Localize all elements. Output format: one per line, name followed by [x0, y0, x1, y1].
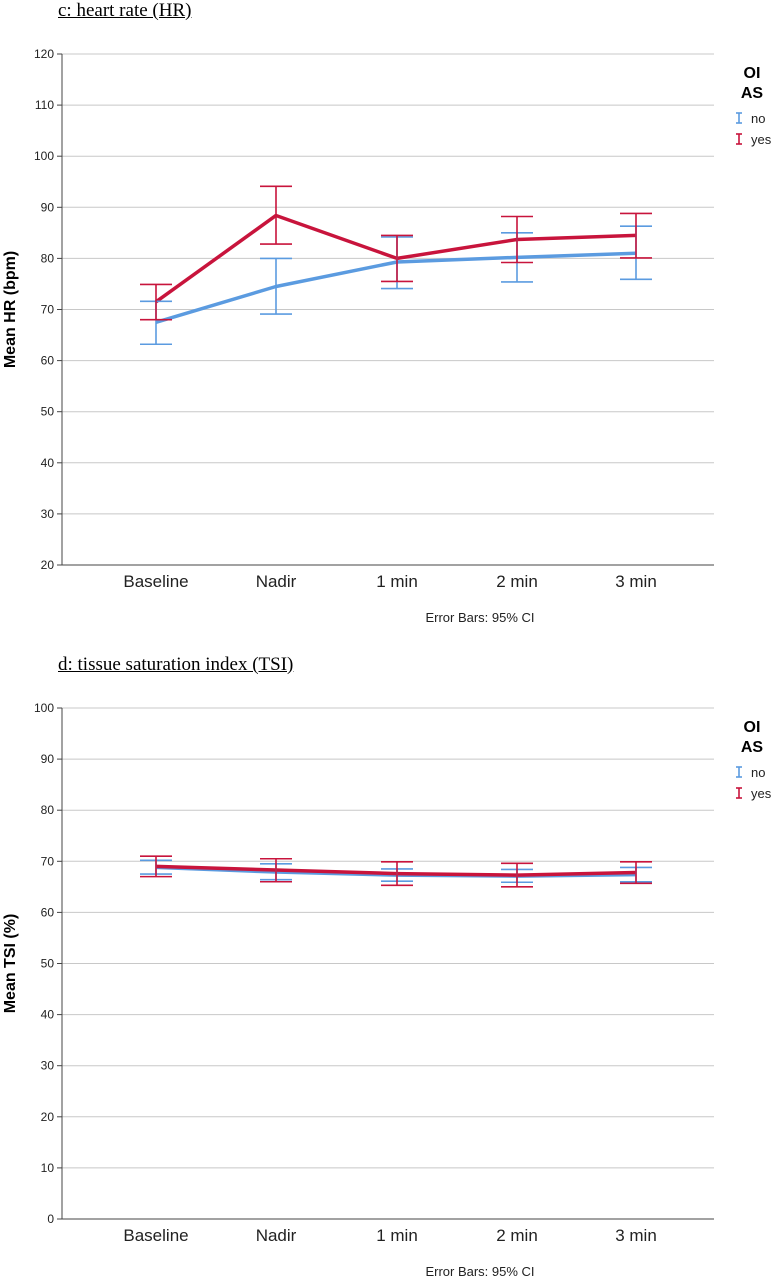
error-bar-yes: [501, 215, 533, 264]
y-axis-label: Mean HR (bpm): [2, 251, 19, 368]
error-bar-yes: [620, 861, 652, 885]
x-category-label: Baseline: [123, 572, 188, 591]
y-tick-label: 20: [41, 558, 55, 572]
error-bar-yes: [381, 861, 413, 887]
x-category-label: 1 min: [376, 1226, 418, 1245]
y-tick-label: 70: [41, 854, 55, 868]
x-category-label: 2 min: [496, 1226, 538, 1245]
chart-d-title: d: tissue saturation index (TSI): [58, 654, 294, 675]
y-tick-label: 30: [41, 507, 55, 521]
x-category-label: Nadir: [256, 572, 297, 591]
y-tick-label: 100: [34, 149, 54, 163]
tsi-chart: 0 10 20 30 40 50 60 70 80 90 100 Baseline Nadir 1 min…: [2, 701, 772, 1279]
error-bar-yes: [140, 855, 172, 878]
y-tick-label: 50: [41, 957, 55, 971]
legend-label-yes: yes: [751, 786, 772, 801]
x-category-label: Nadir: [256, 1226, 297, 1245]
y-tick-label: 0: [47, 1212, 54, 1226]
y-tick-label: 40: [41, 456, 55, 470]
y-tick-label: 80: [41, 803, 55, 817]
y-tick-label: 110: [35, 98, 54, 112]
y-tick-label: 30: [41, 1059, 55, 1073]
y-tick-label: 80: [41, 251, 55, 265]
error-bars-note: Error Bars: 95% CI: [425, 610, 534, 625]
y-tick-label: 100: [34, 701, 54, 715]
chart-c-title: c: heart rate (HR): [58, 0, 192, 21]
x-category-label: 1 min: [376, 572, 418, 591]
x-category-label: 3 min: [615, 1226, 657, 1245]
legend-title-line: OI: [744, 719, 761, 736]
legend-title-line: OI: [744, 65, 761, 82]
legend-title-line: AS: [741, 85, 764, 102]
x-category-label: 3 min: [615, 572, 657, 591]
x-category-label: 2 min: [496, 572, 538, 591]
y-tick-label: 50: [41, 405, 55, 419]
error-bar-yes: [381, 234, 413, 283]
x-category-label: Baseline: [123, 1226, 188, 1245]
y-tick-label: 40: [41, 1008, 55, 1022]
y-tick-label: 20: [41, 1110, 55, 1124]
error-bar-yes: [140, 283, 172, 321]
y-tick-label: 90: [41, 200, 55, 214]
error-bar-yes: [260, 185, 292, 245]
error-bar-no: [260, 257, 292, 315]
legend-label-no: no: [751, 111, 765, 126]
legend-label-no: no: [751, 765, 765, 780]
hr-chart: 20 30 40 50 60 70 80 90 100 110 120 Baseline Nadir 1 …: [2, 47, 772, 625]
y-tick-label: 60: [41, 905, 55, 919]
error-bars-note: Error Bars: 95% CI: [425, 1264, 534, 1279]
y-tick-label: 70: [41, 303, 55, 317]
y-tick-label: 10: [41, 1161, 55, 1175]
y-tick-label: 60: [41, 354, 55, 368]
y-tick-label: 120: [34, 47, 54, 61]
y-tick-label: 90: [41, 752, 55, 766]
y-axis-label: Mean TSI (%): [2, 914, 19, 1014]
error-bar-yes: [620, 212, 652, 259]
legend-title-line: AS: [741, 739, 764, 756]
error-bar-yes: [501, 862, 533, 888]
error-bar-yes: [260, 857, 292, 883]
legend-label-yes: yes: [751, 132, 772, 147]
